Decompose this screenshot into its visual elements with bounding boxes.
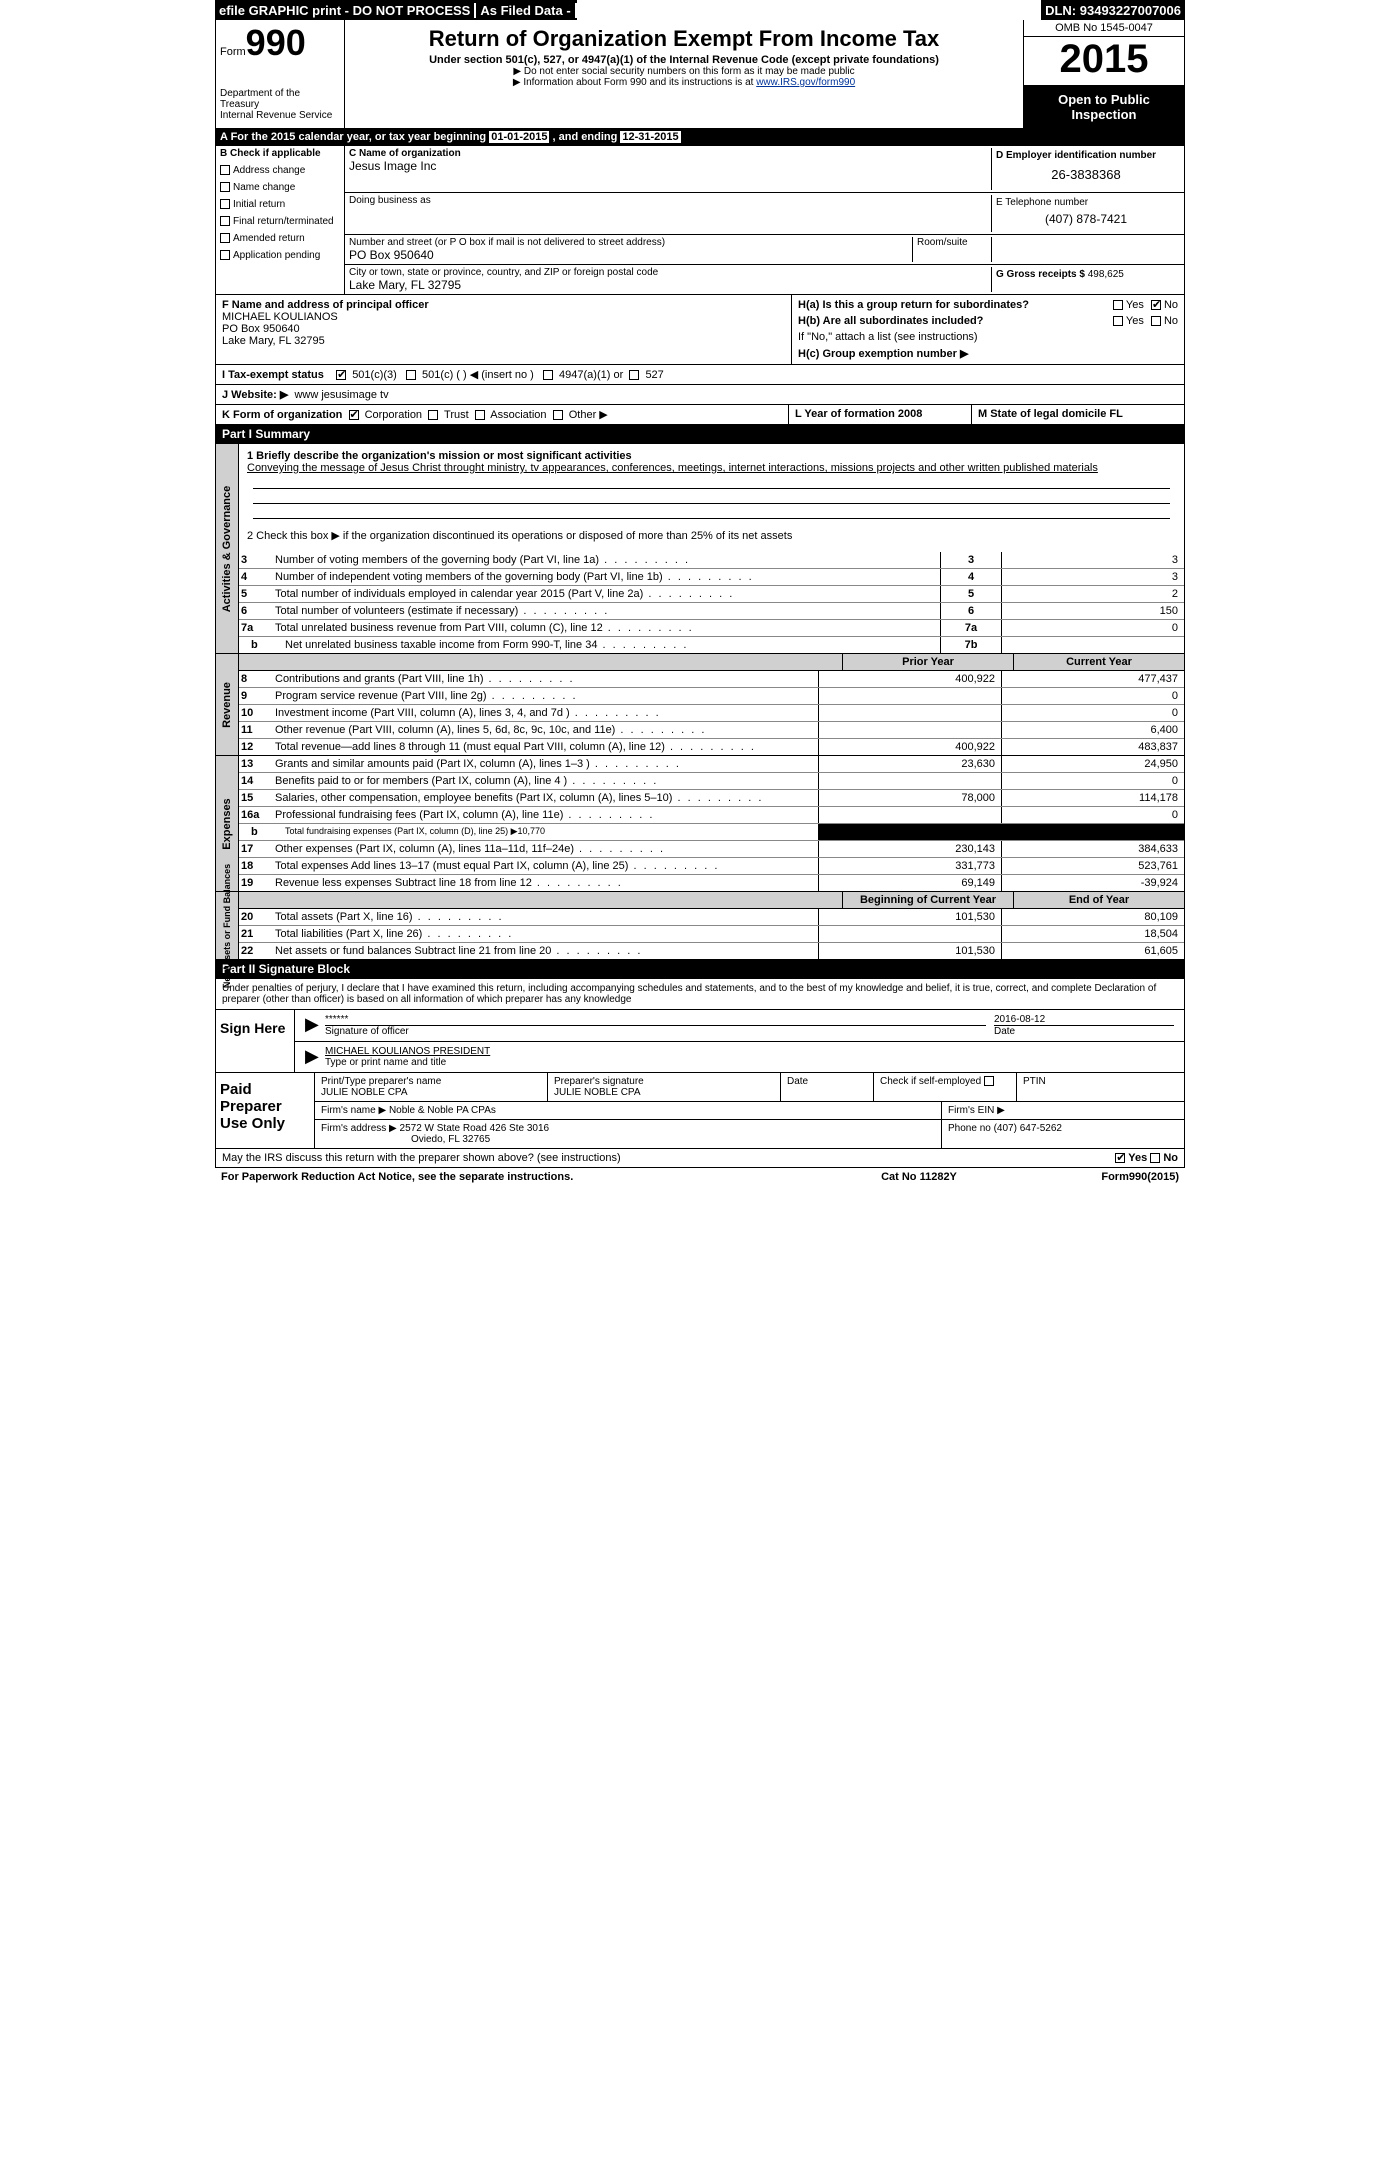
vert-netassets: Net Assets or Fund Balances [216,892,239,959]
row: 16a Professional fundraising fees (Part … [239,807,1184,824]
preparer-label: Paid Preparer Use Only [216,1073,314,1148]
header-mid: Return of Organization Exempt From Incom… [345,20,1023,128]
gov-row: 6 Total number of volunteers (estimate i… [239,603,1184,620]
gov-row: 3 Number of voting members of the govern… [239,552,1184,569]
part-II-bar: Part II Signature Block [215,960,1185,979]
row: 8 Contributions and grants (Part VIII, l… [239,671,1184,688]
asfiled: As Filed Data - [474,3,576,18]
row: 10 Investment income (Part VIII, column … [239,705,1184,722]
gov-row: 5 Total number of individuals employed i… [239,586,1184,603]
part-I-bar: Part I Summary [215,425,1185,444]
row: b Total fundraising expenses (Part IX, c… [239,824,1184,841]
gov-row: 4 Number of independent voting members o… [239,569,1184,586]
row-K: K Form of organization Corporation Trust… [215,405,1185,425]
vert-revenue: Revenue [216,654,239,755]
gov-row: b Net unrelated business taxable income … [239,637,1184,653]
q1-block: 1 Briefly describe the organization's mi… [239,444,1184,552]
col-C: C Name of organization Jesus Image Inc D… [345,146,1184,294]
row-I: I Tax-exempt status 501(c)(3) 501(c) ( )… [215,365,1185,385]
row: 12 Total revenue—add lines 8 through 11 … [239,739,1184,755]
gov-row: 7a Total unrelated business revenue from… [239,620,1184,637]
footer: For Paperwork Reduction Act Notice, see … [215,1168,1185,1186]
row: 21 Total liabilities (Part X, line 26) 1… [239,926,1184,943]
row: 18 Total expenses Add lines 13–17 (must … [239,858,1184,875]
row: 14 Benefits paid to or for members (Part… [239,773,1184,790]
irs-link[interactable]: www.IRS.gov/form990 [756,77,855,88]
row: 11 Other revenue (Part VIII, column (A),… [239,722,1184,739]
row: 19 Revenue less expenses Subtract line 1… [239,875,1184,891]
dln: DLN: 93493227007006 [1041,3,1185,18]
vert-governance: Activities & Governance [216,444,239,653]
header-left: Form990 Department of the Treasury Inter… [216,20,345,128]
row: 15 Salaries, other compensation, employe… [239,790,1184,807]
row: 13 Grants and similar amounts paid (Part… [239,756,1184,773]
title: Return of Organization Exempt From Incom… [353,26,1015,52]
block-F-left: F Name and address of principal officer … [216,295,791,364]
col-B: B Check if applicable Address change Nam… [216,146,345,294]
row: 17 Other expenses (Part IX, column (A), … [239,841,1184,858]
block-H: H(a) Is this a group return for subordin… [791,295,1184,364]
row-J: J Website: ▶ www jesusimage tv [215,385,1185,405]
may-irs-discuss: May the IRS discuss this return with the… [215,1149,1185,1168]
row-A: A For the 2015 calendar year, or tax yea… [215,129,1185,146]
top-bar: efile GRAPHIC print - DO NOT PROCESS As … [215,0,1185,20]
row: 20 Total assets (Part X, line 16) 101,53… [239,909,1184,926]
perjury-text: Under penalties of perjury, I declare th… [215,979,1185,1010]
row: 22 Net assets or fund balances Subtract … [239,943,1184,959]
sign-here-label: Sign Here [216,1010,294,1072]
header-right: OMB No 1545-0047 2015 Open to Public Ins… [1023,20,1184,128]
efile-notice: efile GRAPHIC print - DO NOT PROCESS [215,3,474,18]
row: 9 Program service revenue (Part VIII, li… [239,688,1184,705]
spacer [577,0,1041,20]
